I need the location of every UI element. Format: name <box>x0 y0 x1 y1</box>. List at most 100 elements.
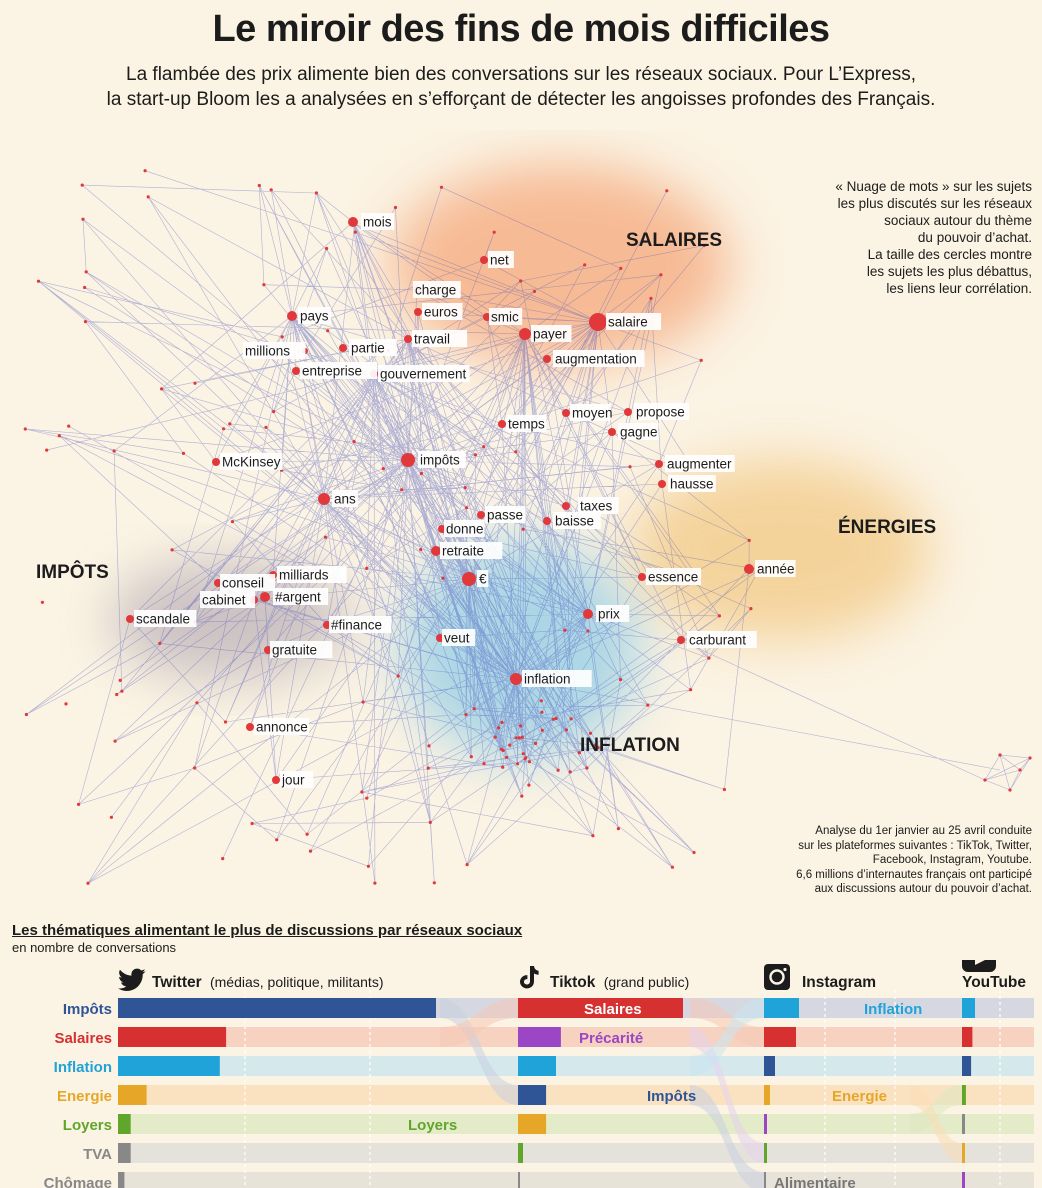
word-label-text: #finance <box>331 618 382 633</box>
twitter-bar <box>118 998 436 1018</box>
word-label: moyen <box>570 404 613 421</box>
minor-node <box>228 422 232 426</box>
theme-zones <box>110 165 930 760</box>
word-label-background <box>665 455 735 472</box>
word-label: essence <box>646 568 702 585</box>
word-node <box>480 256 488 264</box>
graph-nodes <box>23 169 1032 885</box>
word-node <box>260 592 270 602</box>
inline-label-inflation: Inflation <box>864 1001 922 1018</box>
tiktok-icon <box>520 966 539 989</box>
graph-labels: mois net charge euros smic payer salaire pays mi… <box>134 213 796 788</box>
word-label-text: conseil <box>222 576 264 591</box>
word-label: année <box>755 560 796 577</box>
tiktok-bar <box>518 1172 520 1188</box>
minor-node <box>373 881 377 885</box>
analysis-note-line: Facebook, Instagram, Youtube. <box>872 854 1032 866</box>
minor-node <box>514 736 518 740</box>
word-label-text: augmentation <box>555 352 637 367</box>
analysis-note-line: aux discussions autour du pouvoir d’acha… <box>814 883 1032 895</box>
word-node <box>562 409 570 417</box>
word-label-background <box>488 251 514 268</box>
minor-node <box>45 448 49 452</box>
minor-node <box>143 169 147 173</box>
minor-node <box>439 185 444 189</box>
word-label-background <box>506 415 547 432</box>
word-label-text: gouvernement <box>380 367 467 382</box>
word-label-text: donne <box>446 522 484 537</box>
minor-node <box>314 191 318 195</box>
minor-node <box>998 753 1002 757</box>
minor-node <box>469 755 473 759</box>
word-label: partie <box>349 339 397 356</box>
minor-node <box>112 449 116 453</box>
minor-node <box>400 488 404 492</box>
tiktok-name: Tiktok <box>550 974 596 991</box>
minor-node <box>539 699 543 703</box>
minor-node <box>361 700 365 704</box>
row-label-impots: Impôts <box>63 1001 112 1018</box>
word-label-background <box>332 490 358 507</box>
twitter-row-labels: Impôts Salaires Inflation Energie Loyers… <box>44 1001 113 1188</box>
word-label-text: travail <box>414 332 450 347</box>
side-note-line: sociaux autour du thème <box>884 213 1032 228</box>
word-label-background <box>280 771 314 788</box>
word-label-text: payer <box>533 327 567 342</box>
word-label: charge <box>413 281 461 298</box>
word-node <box>744 564 754 574</box>
word-node <box>348 217 358 227</box>
word-label-text: McKinsey <box>222 455 281 470</box>
word-network-graph: mois net charge euros smic payer salaire pays mi… <box>23 165 1032 885</box>
word-label-text: passe <box>487 508 523 523</box>
minor-node <box>193 381 197 385</box>
row-band <box>118 1056 1034 1076</box>
minor-node <box>564 728 569 732</box>
word-label-text: millions <box>245 344 290 359</box>
minor-node <box>649 296 653 300</box>
minor-node <box>619 266 623 270</box>
minor-node <box>585 766 589 770</box>
svg-text:Tiktok (grand public): Tiktok (grand public) <box>550 974 689 991</box>
ribbon-energie <box>910 1085 962 1163</box>
inline-label-energie: Energie <box>832 1088 887 1105</box>
minor-node <box>181 451 186 455</box>
minor-node <box>692 850 696 855</box>
word-label-text: #argent <box>275 590 321 605</box>
instagram-bar <box>764 1114 767 1134</box>
minor-node <box>505 755 509 759</box>
minor-node <box>115 692 119 697</box>
subtitle-line-1: La flambée des prix alimente bien des co… <box>126 64 916 85</box>
word-label-text: jour <box>281 773 305 788</box>
analysis-note: Analyse du 1er janvier au 25 avril condu… <box>702 824 1032 897</box>
word-label-text: impôts <box>420 453 460 468</box>
platform-twitter-header: Twitter (médias, politique, militants) <box>118 968 383 991</box>
word-label: entreprise <box>300 362 377 379</box>
word-node <box>318 493 330 505</box>
minor-node <box>524 756 528 760</box>
word-node <box>404 335 412 343</box>
minor-node <box>264 425 268 429</box>
minor-node <box>519 724 523 728</box>
minor-node <box>517 736 522 740</box>
word-label: gagne <box>618 423 659 440</box>
minor-node <box>64 702 68 706</box>
word-label-background <box>220 453 283 470</box>
word-label: annonce <box>254 718 310 735</box>
word-label-background <box>485 506 526 523</box>
minor-node <box>508 743 512 747</box>
minor-node <box>983 778 987 782</box>
minor-node <box>689 688 693 692</box>
minor-node <box>262 283 266 287</box>
side-note-line: La taille des cercles montre <box>867 247 1032 262</box>
word-label: net <box>488 251 514 268</box>
twitter-bar <box>118 1027 227 1047</box>
word-label-background <box>646 568 702 585</box>
word-label: gratuite <box>270 641 333 658</box>
word-label: passe <box>485 506 526 523</box>
ribbon-precarite <box>690 1027 764 1163</box>
minor-node <box>305 832 309 836</box>
minor-node <box>426 766 430 770</box>
youtube-icon <box>962 960 996 972</box>
youtube-bar <box>962 998 975 1018</box>
minor-node <box>280 335 284 339</box>
